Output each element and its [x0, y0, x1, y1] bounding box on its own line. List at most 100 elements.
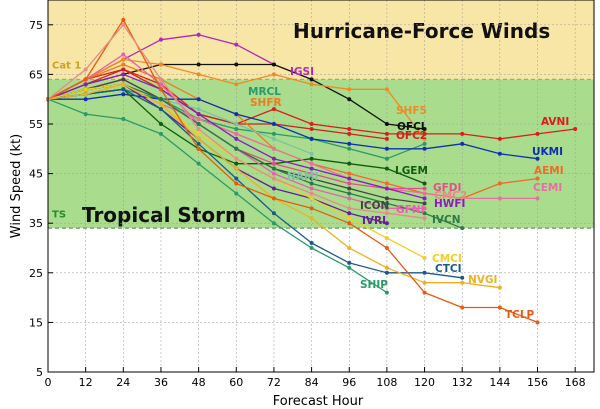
point-ivcn-9	[384, 201, 389, 206]
point-cmci-9	[384, 236, 389, 241]
point-hwfi-5	[234, 136, 239, 141]
series-label-ship: SHIP	[360, 279, 388, 291]
point-mrcl-8	[347, 146, 352, 151]
series-label-hwfi: HWFI	[434, 198, 465, 210]
band-small-label-1: TS	[52, 209, 66, 220]
series-label-ofc2: OFC2	[396, 130, 427, 142]
point-avni-13	[535, 131, 540, 136]
point-cemi-6	[271, 146, 276, 151]
point-cemi-5	[234, 131, 239, 136]
band-label-0: Hurricane-Force Winds	[293, 19, 550, 43]
point-shf5-7	[309, 82, 314, 87]
point-nami-7	[309, 151, 314, 156]
point-tclp-11	[460, 305, 465, 310]
point-shf5-8	[347, 87, 352, 92]
point-cemi-13	[535, 196, 540, 201]
point-cmc2-5	[234, 156, 239, 161]
point-nvgi-7	[309, 216, 314, 221]
point-ukmi-11	[460, 141, 465, 146]
series-label-avni: AVNI	[541, 116, 569, 128]
point-ship-7	[309, 246, 314, 250]
point-tclp-5	[234, 181, 239, 186]
point-ctci-2	[121, 87, 126, 92]
series-label-ivri: IVRI	[362, 215, 386, 227]
y-tick-label-1: 15	[29, 316, 43, 329]
point-ukmi-12	[497, 151, 502, 156]
point-shf5-2	[121, 57, 126, 62]
point-tclp-13	[535, 320, 540, 325]
point-cemi-7	[309, 161, 314, 166]
point-ukmi-1	[83, 97, 88, 102]
point-ukmi-7	[309, 136, 314, 141]
point-cemi-4	[196, 117, 201, 122]
point-ofc2-7	[309, 126, 314, 131]
point-shf5-9	[384, 87, 389, 92]
point-gfni-9	[384, 206, 389, 211]
series-label-igsi: IGSI	[290, 66, 314, 78]
model-series	[46, 17, 578, 325]
point-tclp-8	[347, 221, 352, 226]
series-label-ctci: CTCI	[435, 263, 461, 275]
series-label-icon: ICON	[360, 200, 389, 212]
point-lgem-3	[158, 122, 163, 126]
y-tick-label-0: 5	[36, 366, 43, 379]
point-avni-11	[460, 131, 465, 136]
point-icon-7	[309, 176, 314, 181]
point-hwfi-8	[347, 176, 352, 181]
point-ship-3	[158, 131, 163, 136]
point-ofc2-9	[384, 136, 389, 141]
point-mrcl-5	[234, 126, 239, 131]
point-ivcn-8	[347, 191, 352, 196]
point-hwfi-7	[309, 166, 314, 171]
point-cmc2-10	[422, 216, 427, 221]
point-igsi-3	[158, 37, 163, 42]
point-nvgi-10	[422, 280, 427, 285]
point-hwfi-1	[83, 82, 88, 87]
point-ivcn-5	[234, 146, 239, 151]
point-icon-2	[121, 77, 126, 82]
point-nvgi-1	[83, 92, 88, 97]
point-gfdi-7	[309, 171, 314, 176]
series-label-shfr: SHFR	[250, 97, 282, 109]
point-ukmi-4	[196, 97, 201, 102]
point-ofc2-8	[347, 131, 352, 136]
point-cemi-11	[460, 196, 465, 201]
point-gfdi-6	[271, 161, 276, 166]
x-tick-label-5: 60	[229, 376, 243, 389]
x-tick-label-1: 12	[79, 376, 93, 389]
x-tick-label-6: 72	[267, 376, 281, 389]
point-nvgi-2	[121, 82, 126, 87]
point-hwfi-6	[271, 156, 276, 161]
point-ctci-3	[158, 107, 163, 112]
point-ctci-9	[384, 270, 389, 275]
point-cmc2-8	[347, 206, 352, 211]
point-gfni-8	[347, 196, 352, 201]
point-gfni-7	[309, 186, 314, 191]
series-label-ofci: OFCI	[397, 121, 425, 133]
point-ivri-9	[384, 221, 389, 226]
series-line-ship	[47, 98, 388, 294]
series-label-gfdi: GFDI	[433, 182, 461, 194]
point-ukmi-5	[234, 112, 239, 117]
y-tick-label-3: 35	[29, 217, 43, 230]
point-cemi-12	[497, 196, 502, 201]
point-shf5-5	[234, 82, 239, 87]
point-avni-9	[384, 131, 389, 136]
point-cmc2-6	[271, 176, 276, 181]
x-axis-label: Forecast Hour	[273, 394, 364, 409]
point-tclp-2	[121, 17, 126, 22]
x-tick-label-10: 120	[414, 376, 435, 389]
point-shf5-6	[271, 72, 276, 77]
point-ship-6	[271, 221, 276, 226]
series-label-ukmi: UKMI	[532, 146, 563, 158]
point-ofci-9	[384, 122, 389, 126]
point-ivcn-3	[158, 97, 163, 102]
point-shf5-3	[158, 62, 163, 67]
point-igsi-5	[234, 42, 239, 47]
point-ofci-10	[422, 126, 427, 131]
series-label-shf5: SHF5	[396, 105, 427, 117]
x-tick-label-2: 24	[116, 376, 130, 389]
point-hwfi-2	[121, 72, 126, 77]
